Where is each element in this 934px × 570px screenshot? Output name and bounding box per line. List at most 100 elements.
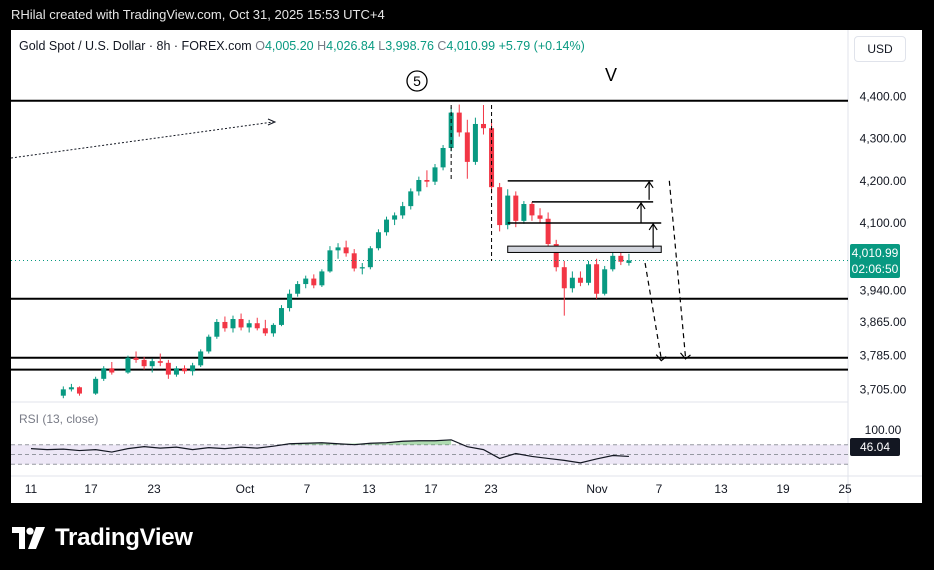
candle-body [521, 204, 527, 221]
up-arrow-head-icon [636, 201, 646, 210]
candle-body [586, 264, 592, 283]
change-value: +5.79 (+0.14%) [498, 39, 585, 53]
candle-body [480, 123, 486, 129]
candle-body [497, 187, 503, 226]
candle-body [246, 323, 252, 328]
currency-button[interactable]: USD [854, 36, 906, 62]
y-tick-label: 4,100.00 [860, 216, 907, 230]
last-price-label: 4,010.99 02:06:50 [850, 244, 900, 278]
brand-name: TradingView [55, 524, 193, 551]
candle-body [311, 278, 317, 286]
projection-arrow-head-icon [680, 352, 691, 360]
y-tick-label: 3,940.00 [860, 283, 907, 297]
candle-body [553, 244, 559, 268]
rsi-legend[interactable]: RSI (13, close) [19, 412, 99, 426]
candle-body [456, 112, 462, 133]
candle-body [375, 232, 381, 249]
candle-body [384, 219, 390, 233]
candle-body [319, 271, 325, 286]
candle-body [529, 204, 535, 216]
candle-body [602, 269, 608, 294]
candle-body [513, 195, 519, 221]
candle-body [416, 180, 422, 192]
candle-body [610, 255, 616, 270]
candle-body [432, 167, 438, 182]
candle-body [505, 195, 511, 226]
up-arrow-head-icon [648, 222, 658, 231]
rsi-value-label: 46.04 [850, 438, 900, 456]
candle-body [424, 180, 430, 182]
candle-body [359, 267, 365, 269]
candle-body [230, 319, 236, 329]
candle-body [149, 361, 155, 367]
symbol-title[interactable]: Gold Spot / U.S. Dollar · 8h · FOREX.com [19, 39, 252, 53]
candle-body [278, 308, 284, 325]
candle-body [287, 293, 293, 309]
candle-body [222, 321, 228, 329]
close-value: 4,010.99 [446, 39, 496, 53]
candle-body [392, 215, 398, 220]
chart-panel[interactable]: 4,400.00 4,300.00 4,200.00 4,100.00 3,940.00… [11, 30, 922, 503]
candle-body [198, 351, 204, 366]
candle-body [157, 361, 163, 363]
dotted-trend-line [11, 121, 274, 159]
tradingview-logo-icon [12, 527, 45, 549]
candle-body [440, 147, 446, 168]
candle-body [577, 277, 583, 283]
x-tick-label: 19 [776, 482, 790, 496]
x-tick-label: 7 [656, 482, 663, 496]
candle-body [303, 278, 309, 285]
candle-body [327, 250, 333, 272]
candle-body [618, 255, 624, 262]
candle-body [165, 362, 171, 375]
chart-canvas[interactable]: 4,400.00 4,300.00 4,200.00 4,100.00 3,940.00… [11, 30, 922, 503]
candle-body [270, 324, 276, 334]
candle-body [206, 336, 212, 352]
candle-body [561, 267, 567, 289]
author-caption: RHilal created with TradingView.com, Oct… [11, 7, 385, 22]
x-tick-label: 23 [147, 482, 161, 496]
candle-body [472, 123, 478, 162]
candle-body [93, 378, 99, 394]
candle-body [173, 368, 179, 375]
candle-body [295, 284, 301, 294]
x-tick-label: Oct [236, 482, 255, 496]
y-tick-label: 3,785.00 [860, 349, 907, 363]
projection-arrow-line [644, 262, 662, 359]
candle-body [448, 112, 454, 148]
y-tick-label: 4,200.00 [860, 174, 907, 188]
symbol-legend: Gold Spot / U.S. Dollar · 8h · FOREX.com… [19, 39, 585, 53]
x-tick-label: 17 [424, 482, 438, 496]
candle-body [569, 277, 575, 289]
y-tick-label: 4,300.00 [860, 132, 907, 146]
x-tick-label: 13 [362, 482, 376, 496]
candle-body [182, 368, 188, 372]
rsi-y-tick-label: 100.00 [865, 423, 902, 437]
rsi-line [30, 439, 629, 464]
header-bar: RHilal created with TradingView.com, Oct… [0, 0, 934, 30]
y-tick-label: 4,400.00 [860, 90, 907, 104]
consolidation-box [507, 245, 662, 253]
candle-body [351, 253, 357, 269]
candle-body [141, 359, 147, 367]
low-label: L [378, 39, 386, 53]
trend-arrow-head-icon [267, 118, 277, 126]
brand[interactable]: TradingView [12, 523, 193, 553]
candle-body [367, 248, 373, 268]
wave-v-label: V [605, 65, 617, 85]
up-arrow-head-icon [644, 180, 654, 189]
y-tick-label: 3,705.00 [860, 382, 907, 396]
candle-body [190, 365, 196, 372]
candle-body [262, 328, 268, 334]
last-price-value: 4,010.99 [851, 246, 899, 260]
open-value: 4,005.20 [264, 39, 314, 53]
candle-body [101, 368, 107, 379]
candle-body [68, 387, 74, 390]
y-tick-label: 3,865.00 [860, 315, 907, 329]
candle-body [594, 264, 600, 294]
x-tick-label: 17 [84, 482, 98, 496]
candle-body [109, 368, 115, 373]
x-tick-label: 13 [714, 482, 728, 496]
x-tick-label: 7 [304, 482, 311, 496]
candle-body [125, 357, 131, 373]
